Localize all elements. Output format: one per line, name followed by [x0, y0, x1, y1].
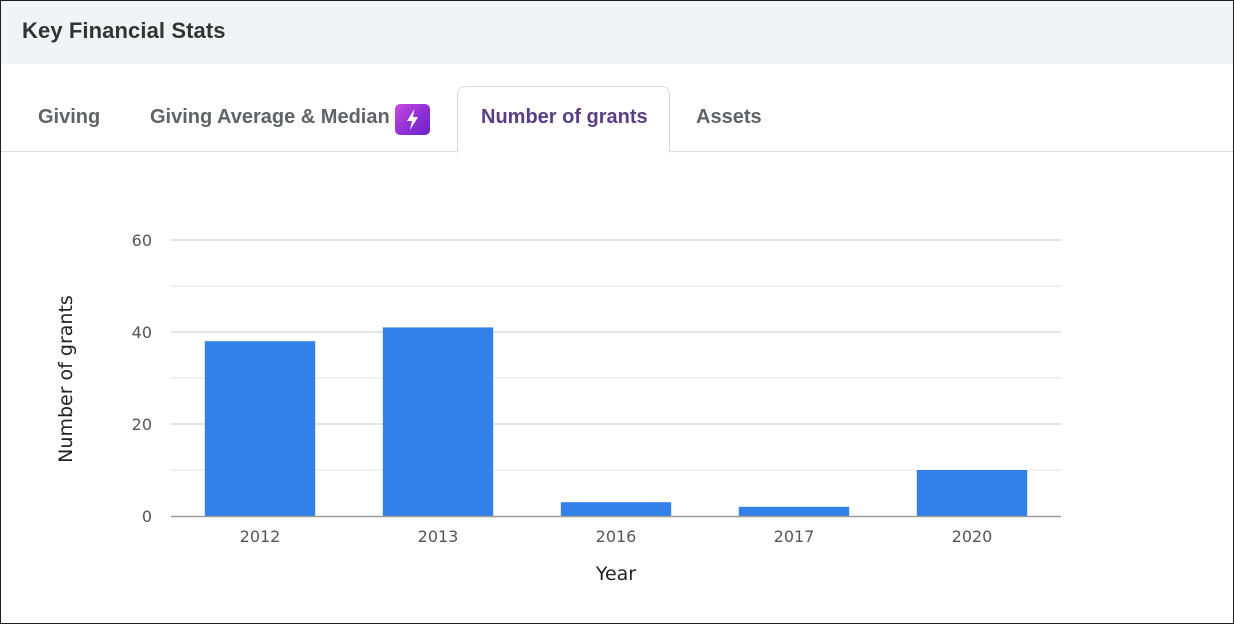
y-tick-label: 40 [132, 323, 152, 342]
bar-2016[interactable] [560, 502, 672, 516]
bar-2017[interactable] [738, 506, 850, 516]
x-tick-label: 2012 [240, 527, 281, 546]
chart-axes: 0 20 40 60 2012 2013 2016 2017 2020 [132, 231, 1061, 546]
panel-title: Key Financial Stats [22, 18, 226, 43]
bar-2012[interactable] [204, 341, 316, 516]
tab-assets[interactable]: Assets [696, 106, 762, 128]
active-tab-outline [457, 86, 670, 153]
bar-2020[interactable] [916, 470, 1028, 516]
x-tick-label: 2016 [596, 527, 637, 546]
x-tick-label: 2020 [952, 527, 993, 546]
lightning-bolt-icon [395, 104, 430, 135]
x-axis-title: Year [595, 563, 636, 585]
y-tick-label: 60 [132, 231, 152, 250]
bar-2013[interactable] [382, 327, 494, 516]
y-tick-label: 0 [142, 507, 152, 526]
chart-gridlines [171, 239, 1061, 471]
x-tick-label: 2013 [418, 527, 459, 546]
tab-giving[interactable]: Giving [38, 106, 101, 128]
y-axis-title: Number of grants [55, 295, 77, 463]
x-tick-label: 2017 [774, 527, 815, 546]
chart-bars [204, 327, 1028, 516]
tab-giving-average-median[interactable]: Giving Average & Median [150, 106, 390, 128]
y-tick-label: 20 [132, 415, 152, 434]
panel-header: Key Financial Stats [1, 1, 1233, 64]
tab-number-of-grants[interactable]: Number of grants [481, 106, 648, 128]
